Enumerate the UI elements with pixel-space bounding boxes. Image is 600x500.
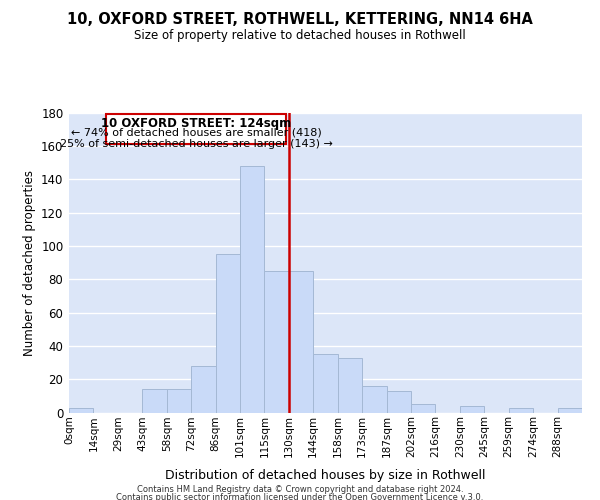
Bar — [265, 271, 289, 412]
Bar — [240, 166, 265, 412]
Bar — [460, 406, 484, 412]
Bar — [509, 408, 533, 412]
Bar — [362, 386, 386, 412]
Bar — [69, 408, 94, 412]
Bar — [338, 358, 362, 412]
X-axis label: Distribution of detached houses by size in Rothwell: Distribution of detached houses by size … — [165, 468, 486, 481]
Text: 25% of semi-detached houses are larger (143) →: 25% of semi-detached houses are larger (… — [59, 139, 332, 149]
Bar — [191, 366, 215, 412]
Bar — [289, 271, 313, 412]
Text: 10, OXFORD STREET, ROTHWELL, KETTERING, NN14 6HA: 10, OXFORD STREET, ROTHWELL, KETTERING, … — [67, 12, 533, 28]
Text: 10 OXFORD STREET: 124sqm: 10 OXFORD STREET: 124sqm — [101, 118, 291, 130]
FancyBboxPatch shape — [106, 114, 286, 144]
Text: Contains public sector information licensed under the Open Government Licence v.: Contains public sector information licen… — [116, 494, 484, 500]
Bar — [411, 404, 436, 412]
Text: Contains HM Land Registry data © Crown copyright and database right 2024.: Contains HM Land Registry data © Crown c… — [137, 485, 463, 494]
Bar — [557, 408, 582, 412]
Text: Size of property relative to detached houses in Rothwell: Size of property relative to detached ho… — [134, 29, 466, 42]
Bar — [215, 254, 240, 412]
Y-axis label: Number of detached properties: Number of detached properties — [23, 170, 35, 356]
Bar — [142, 389, 167, 412]
Text: ← 74% of detached houses are smaller (418): ← 74% of detached houses are smaller (41… — [71, 128, 322, 138]
Bar — [313, 354, 338, 412]
Bar — [386, 391, 411, 412]
Bar — [167, 389, 191, 412]
